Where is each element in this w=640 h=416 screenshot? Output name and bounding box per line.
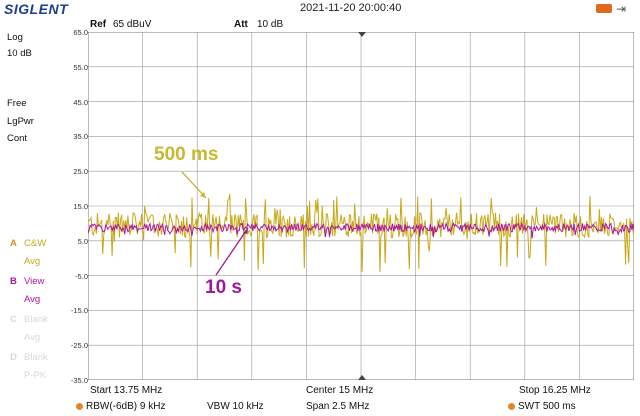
trace-c-mode: Avg [24,332,41,343]
datetime: 2021-11-20 20:00:40 [300,2,402,14]
stop-frequency[interactable]: Stop 16.25 MHz [519,385,591,396]
trace-a-name: C&W [24,238,47,249]
sweep-mode[interactable]: Cont [7,133,28,144]
swt-setting[interactable]: SWT 500 ms [508,401,576,412]
center-marker-top [358,32,366,37]
trace-d-mode: P-PK [24,370,47,381]
trace-b-key: B [10,276,17,287]
trace-b-mode: Avg [24,294,41,305]
scale-type[interactable]: Log [7,32,23,43]
y-tick-label: 25.0 [73,167,88,177]
usb-icon [596,4,612,13]
trace-b-name: View [24,276,45,287]
y-tick-label: 5.0 [77,236,88,246]
center-frequency[interactable]: Center 15 MHz [306,385,374,396]
ref-label: Ref [90,19,107,30]
rbw-setting[interactable]: RBW(-6dB) 9 kHz [76,401,165,412]
trace-c-key: C [10,314,17,325]
y-tick-label: 55.0 [73,62,88,72]
att-value[interactable]: 10 dB [257,19,284,30]
ref-value[interactable]: 65 dBuV [113,19,152,30]
span-setting[interactable]: Span 2.5 MHz [306,401,370,412]
vbw-setting[interactable]: VBW 10 kHz [207,401,264,412]
start-frequency[interactable]: Start 13.75 MHz [90,385,163,396]
detector-mode[interactable]: Free [7,98,27,109]
att-label: Att [234,19,248,30]
y-tick-label: -5.0 [75,271,88,281]
y-tick-label: 15.0 [73,202,88,211]
trace-a-mode: Avg [24,256,41,267]
swt-dot-icon [508,402,515,410]
trace-d-name: Blank [24,352,48,363]
y-tick-label: 65.0 [73,28,88,37]
plot-grid [88,32,634,380]
y-tick-label: -15.0 [70,306,88,316]
annotation-bottom: 10 s [205,277,242,298]
trace-a-key: A [10,238,17,249]
rbw-dot-icon [76,402,83,410]
rbw-value: RBW(-6dB) 9 kHz [86,401,166,412]
trace-c-name: Blank [24,314,48,325]
spectrum-plot[interactable] [88,32,634,380]
arrow-icon: ⇥ [616,2,627,16]
swt-value: SWT 500 ms [518,401,576,412]
average-type[interactable]: LgPwr [7,116,34,127]
y-tick-label: -25.0 [70,341,88,351]
annotation-top: 500 ms [154,144,219,165]
y-tick-label: -35.0 [70,376,88,385]
trace-b-line [88,221,634,239]
scale-div[interactable]: 10 dB [7,48,32,59]
brand-logo: SIGLENT [4,1,69,17]
y-tick-label: 35.0 [73,132,88,142]
y-tick-label: 45.0 [73,97,88,107]
center-marker-bottom [358,375,366,380]
trace-d-key: D [10,352,17,363]
